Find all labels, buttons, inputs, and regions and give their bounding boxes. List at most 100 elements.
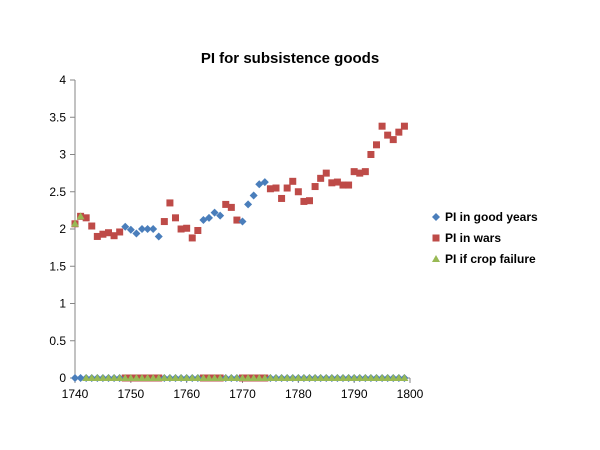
data-point: [193, 374, 202, 381]
data-point: [210, 208, 219, 217]
data-point: [395, 128, 403, 136]
data-point: [99, 230, 107, 238]
data-point: [221, 374, 230, 381]
data-point: [260, 178, 269, 187]
data-point: [138, 374, 146, 381]
data-point: [249, 374, 258, 381]
data-point: [93, 232, 101, 240]
data-point: [339, 374, 347, 381]
data-point: [366, 374, 375, 381]
data-point: [345, 181, 353, 189]
data-point: [126, 374, 135, 381]
data-point: [317, 174, 325, 182]
data-point: [160, 374, 169, 381]
series-triangle: [71, 212, 409, 381]
x-tick-label: 1770: [229, 387, 256, 401]
data-point: [283, 184, 291, 192]
data-point: [350, 168, 358, 176]
y-tick-label: 0: [59, 371, 66, 385]
data-point: [400, 374, 409, 381]
data-point: [278, 194, 286, 202]
data-point: [172, 214, 179, 222]
data-point: [104, 374, 113, 381]
data-point: [272, 374, 280, 381]
data-point: [93, 374, 102, 381]
legend-label: PI in good years: [445, 210, 538, 224]
data-point: [372, 374, 381, 381]
data-point: [355, 374, 364, 381]
data-point: [249, 191, 258, 200]
y-tick-label: 4: [59, 73, 66, 87]
data-point: [394, 374, 403, 381]
x-tick-label: 1790: [341, 387, 368, 401]
data-point: [199, 374, 208, 381]
data-point: [116, 228, 124, 236]
data-point: [76, 374, 85, 382]
legend-marker: [432, 213, 440, 221]
data-point: [350, 374, 359, 381]
data-point: [227, 203, 235, 211]
data-point: [322, 169, 330, 177]
data-point: [272, 184, 280, 192]
legend: PI in good years PI in wars PI if crop fai…: [432, 210, 538, 266]
data-point: [110, 232, 118, 240]
x-tick-label: 1740: [62, 387, 89, 401]
data-point: [378, 374, 387, 381]
data-point: [311, 374, 320, 381]
data-point: [194, 226, 202, 234]
data-point: [260, 374, 269, 381]
data-point: [132, 374, 141, 381]
x-tick-label: 1750: [117, 387, 144, 401]
data-point: [238, 217, 247, 226]
data-point: [333, 178, 341, 186]
data-point: [328, 179, 336, 187]
data-point: [327, 374, 336, 381]
data-point: [76, 212, 85, 220]
data-point: [98, 374, 107, 381]
data-point: [110, 374, 119, 381]
data-point: [177, 374, 186, 381]
data-point: [188, 234, 196, 242]
data-point: [188, 374, 197, 381]
data-point: [121, 374, 130, 381]
data-point: [289, 177, 297, 185]
data-point: [182, 374, 191, 381]
y-tick-label: 1: [59, 297, 66, 311]
data-point: [294, 374, 303, 381]
data-point: [344, 374, 353, 381]
data-point: [132, 229, 141, 238]
data-point: [389, 374, 398, 381]
data-point: [88, 222, 96, 230]
data-point: [361, 374, 370, 381]
data-point: [244, 200, 253, 209]
data-point: [82, 374, 91, 381]
data-point: [244, 374, 253, 381]
legend-marker: [432, 255, 440, 262]
data-point: [216, 374, 225, 381]
data-point: [389, 136, 397, 144]
data-point: [177, 225, 185, 233]
data-point: [300, 197, 308, 205]
data-point: [216, 211, 225, 220]
y-tick-label: 0.5: [49, 334, 66, 348]
data-point: [171, 374, 180, 381]
data-point: [166, 199, 174, 207]
data-point: [255, 374, 264, 381]
data-point: [367, 151, 375, 158]
x-tick-label: 1800: [397, 387, 424, 401]
data-point: [339, 181, 347, 189]
data-point: [232, 374, 241, 381]
data-point: [316, 374, 325, 381]
data-point: [115, 374, 124, 381]
data-point: [283, 374, 292, 381]
data-point: [233, 216, 241, 224]
y-tick-label: 1.5: [49, 259, 66, 273]
data-point: [154, 232, 163, 241]
data-point: [361, 168, 369, 176]
data-point: [266, 374, 275, 381]
data-point: [121, 222, 130, 231]
data-point: [149, 225, 158, 233]
data-point: [149, 374, 158, 381]
legend-label: PI in wars: [445, 231, 501, 245]
data-point: [400, 122, 408, 130]
